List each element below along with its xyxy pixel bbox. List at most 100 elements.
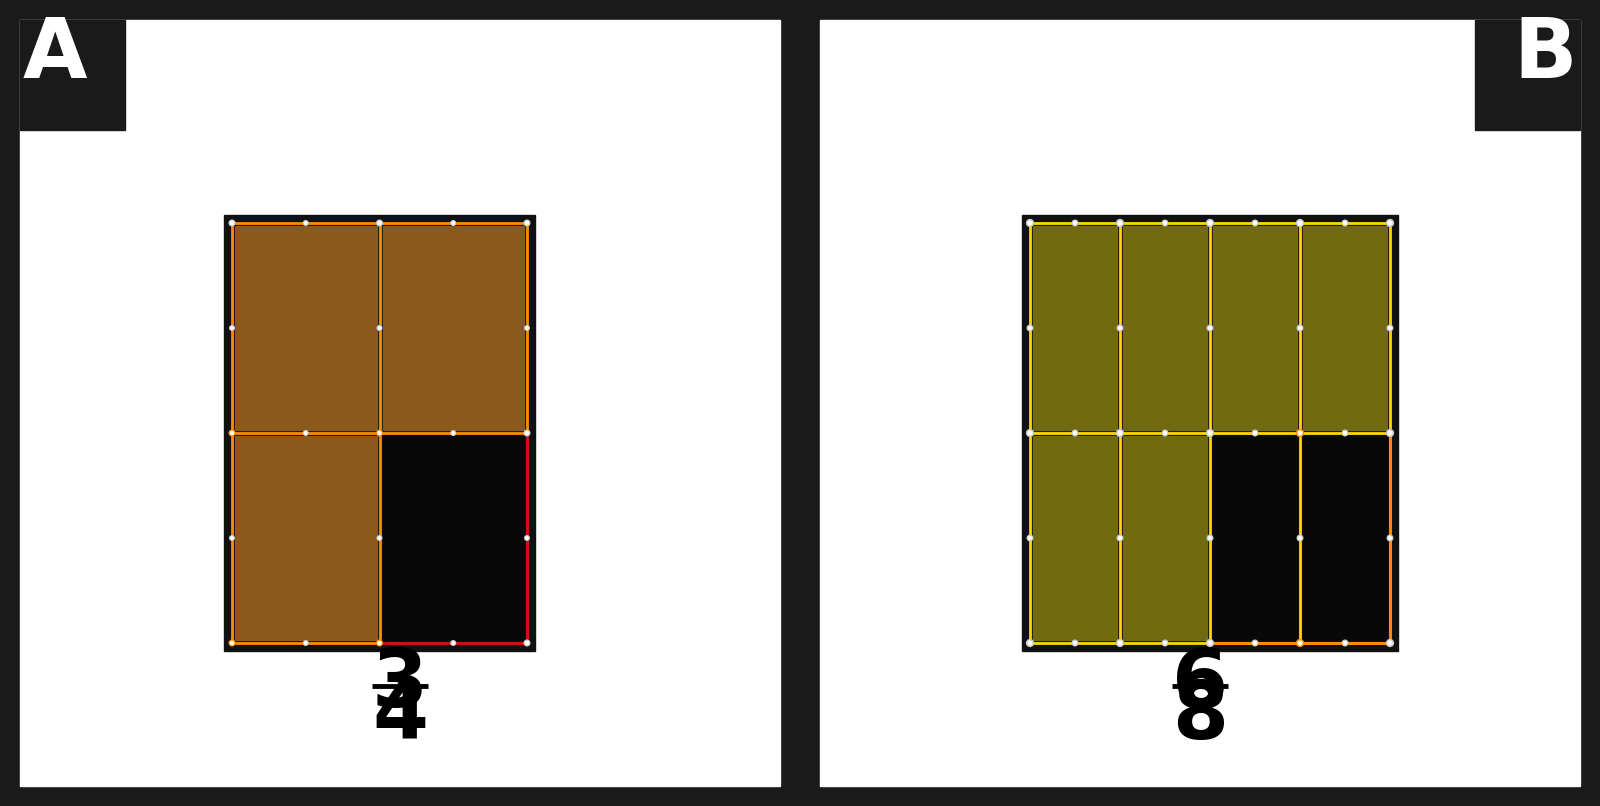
Circle shape bbox=[376, 220, 382, 226]
Circle shape bbox=[1206, 430, 1213, 437]
Circle shape bbox=[1389, 221, 1392, 225]
Circle shape bbox=[1206, 639, 1213, 646]
Text: 8: 8 bbox=[1171, 678, 1229, 756]
Circle shape bbox=[1344, 431, 1347, 434]
Circle shape bbox=[230, 536, 234, 540]
Circle shape bbox=[1387, 639, 1394, 646]
Circle shape bbox=[1298, 641, 1302, 645]
Circle shape bbox=[1387, 535, 1394, 541]
Circle shape bbox=[526, 326, 528, 329]
Circle shape bbox=[451, 221, 456, 226]
Circle shape bbox=[304, 430, 309, 435]
Circle shape bbox=[1298, 221, 1302, 225]
Circle shape bbox=[378, 537, 381, 539]
Circle shape bbox=[230, 326, 234, 329]
Circle shape bbox=[1029, 537, 1032, 539]
Circle shape bbox=[229, 220, 235, 226]
Circle shape bbox=[525, 536, 530, 540]
Circle shape bbox=[525, 326, 530, 330]
Circle shape bbox=[1117, 219, 1123, 226]
Circle shape bbox=[1296, 219, 1304, 226]
Circle shape bbox=[1027, 430, 1034, 437]
Circle shape bbox=[1299, 326, 1301, 330]
Circle shape bbox=[378, 642, 381, 645]
Circle shape bbox=[304, 641, 309, 646]
Circle shape bbox=[376, 640, 382, 646]
Bar bbox=[1034, 226, 1117, 430]
Circle shape bbox=[229, 430, 235, 436]
Circle shape bbox=[1344, 642, 1347, 645]
Circle shape bbox=[1298, 325, 1302, 330]
Circle shape bbox=[378, 431, 381, 434]
Circle shape bbox=[1118, 641, 1122, 645]
Bar bbox=[19, 20, 781, 786]
Circle shape bbox=[1027, 219, 1034, 226]
Circle shape bbox=[1117, 535, 1123, 541]
Circle shape bbox=[1298, 535, 1302, 541]
Bar bbox=[235, 226, 376, 430]
Bar bbox=[1022, 215, 1398, 651]
Bar bbox=[224, 215, 534, 651]
Circle shape bbox=[1387, 325, 1394, 330]
Text: 3: 3 bbox=[371, 646, 429, 724]
Text: B: B bbox=[1514, 15, 1576, 95]
Bar bbox=[19, 20, 125, 130]
Circle shape bbox=[1027, 639, 1034, 646]
Circle shape bbox=[378, 326, 382, 330]
Circle shape bbox=[230, 326, 234, 330]
Circle shape bbox=[453, 432, 454, 434]
Circle shape bbox=[1029, 221, 1032, 225]
Circle shape bbox=[1389, 431, 1392, 435]
Text: A: A bbox=[22, 15, 88, 95]
Circle shape bbox=[1118, 537, 1122, 539]
Circle shape bbox=[230, 642, 234, 645]
Circle shape bbox=[451, 430, 456, 435]
Circle shape bbox=[1389, 537, 1392, 539]
Circle shape bbox=[1208, 431, 1211, 435]
Circle shape bbox=[525, 222, 528, 225]
Circle shape bbox=[1208, 641, 1211, 645]
Circle shape bbox=[1072, 220, 1078, 226]
Circle shape bbox=[1296, 639, 1304, 646]
Circle shape bbox=[453, 222, 454, 224]
Circle shape bbox=[1074, 642, 1077, 645]
Circle shape bbox=[1253, 640, 1258, 646]
Circle shape bbox=[1163, 642, 1166, 645]
Circle shape bbox=[1342, 430, 1347, 436]
Bar bbox=[1030, 223, 1390, 643]
Circle shape bbox=[1342, 640, 1347, 646]
Text: 6: 6 bbox=[1171, 646, 1229, 724]
Circle shape bbox=[378, 536, 382, 540]
Bar bbox=[819, 20, 1581, 786]
Circle shape bbox=[378, 326, 381, 329]
Circle shape bbox=[525, 642, 528, 645]
Bar bbox=[1475, 20, 1581, 130]
Circle shape bbox=[526, 537, 528, 539]
Circle shape bbox=[1206, 219, 1213, 226]
Bar bbox=[382, 226, 525, 430]
Circle shape bbox=[525, 640, 530, 646]
Circle shape bbox=[1208, 221, 1211, 225]
Circle shape bbox=[1387, 219, 1394, 226]
Circle shape bbox=[230, 431, 234, 434]
Circle shape bbox=[1344, 222, 1347, 225]
Bar bbox=[1302, 226, 1387, 430]
Circle shape bbox=[1298, 431, 1302, 435]
Circle shape bbox=[1342, 220, 1347, 226]
Circle shape bbox=[1163, 431, 1166, 434]
Circle shape bbox=[1296, 430, 1304, 437]
Circle shape bbox=[1029, 326, 1032, 330]
Text: 4: 4 bbox=[371, 678, 429, 756]
Circle shape bbox=[1162, 220, 1168, 226]
Circle shape bbox=[229, 640, 235, 646]
Bar bbox=[382, 436, 525, 640]
Bar bbox=[1302, 436, 1387, 640]
Circle shape bbox=[1118, 431, 1122, 435]
Circle shape bbox=[1206, 535, 1213, 541]
Circle shape bbox=[1253, 220, 1258, 226]
Circle shape bbox=[1208, 537, 1211, 539]
Bar bbox=[1123, 226, 1206, 430]
Circle shape bbox=[1208, 326, 1211, 330]
Circle shape bbox=[1027, 325, 1034, 330]
Circle shape bbox=[230, 222, 234, 225]
